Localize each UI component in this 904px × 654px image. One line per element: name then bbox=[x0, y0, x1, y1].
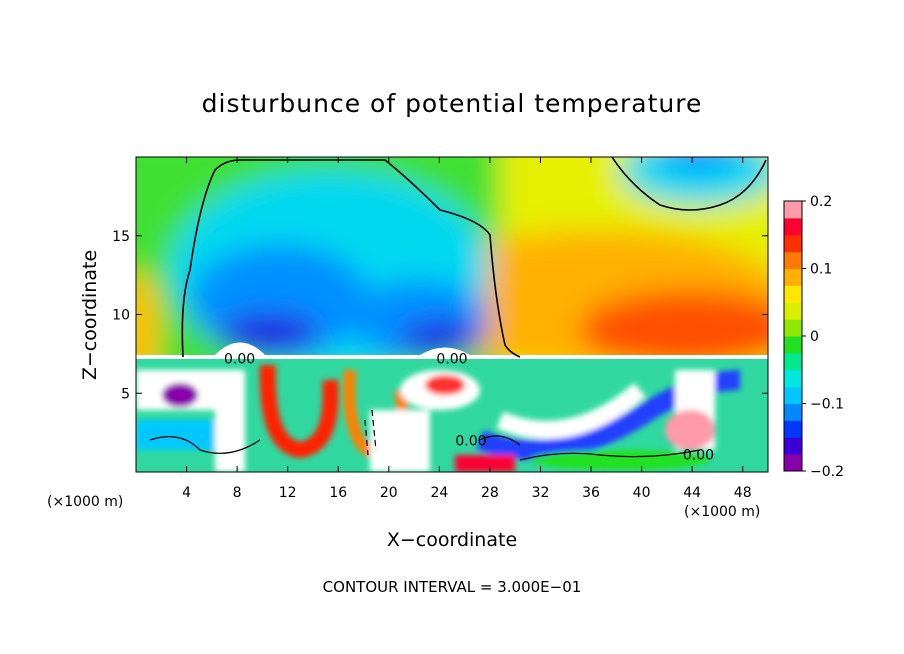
colorbar-swatch bbox=[784, 201, 802, 219]
x-unit-right: (×1000 m) bbox=[684, 504, 760, 520]
zero-contour-upper-left bbox=[181, 159, 521, 358]
x-tick-label: 28 bbox=[481, 485, 499, 501]
field-cool-top-right bbox=[620, 157, 768, 205]
colorbar-tick-label: 0 bbox=[810, 329, 819, 345]
colorbar-swatch bbox=[784, 420, 802, 438]
y-tick-label: 10 bbox=[112, 308, 130, 324]
x-tick-label: 40 bbox=[633, 485, 651, 501]
colorbar bbox=[784, 201, 802, 472]
field-blue-left bbox=[136, 420, 216, 450]
y-axis-label: Z−coordinate bbox=[79, 250, 101, 380]
x-tick-label: 8 bbox=[233, 485, 242, 501]
colorbar-swatch bbox=[784, 386, 802, 404]
contour-label: 0.00 bbox=[683, 448, 714, 464]
zero-contour-lower-a bbox=[149, 436, 261, 454]
y-tick-label: 5 bbox=[121, 386, 130, 402]
field-hot-right bbox=[580, 290, 768, 359]
zero-contour-lower-b bbox=[519, 449, 701, 461]
x-tick-label: 16 bbox=[329, 485, 347, 501]
temperature-field bbox=[136, 157, 768, 472]
colorbar-swatch bbox=[784, 454, 802, 472]
field-white-arc bbox=[496, 383, 646, 439]
chart-title: disturbunce of potential temperature bbox=[202, 89, 703, 118]
field-red-u-1 bbox=[259, 364, 339, 459]
field-white-col-1 bbox=[215, 370, 245, 472]
interface-ridge-mid bbox=[420, 347, 470, 355]
x-tick-label: 4 bbox=[182, 485, 191, 501]
colorbar-swatch bbox=[784, 251, 802, 269]
colorbar-swatch bbox=[784, 217, 802, 236]
x-tick-label: 48 bbox=[734, 485, 752, 501]
x-unit-left: (×1000 m) bbox=[47, 494, 123, 510]
field-deep-plume-b bbox=[400, 320, 480, 356]
x-tick-label: 44 bbox=[683, 485, 701, 501]
field-purple-blob bbox=[162, 383, 198, 407]
contour-label: 0.00 bbox=[455, 434, 486, 450]
colorbar-tick-label: −0.2 bbox=[810, 464, 844, 480]
contour-label: 0.00 bbox=[224, 352, 255, 368]
zero-contour-lower-c bbox=[479, 435, 521, 446]
x-tick-label: 12 bbox=[279, 485, 297, 501]
field-cold-top-right bbox=[660, 157, 740, 173]
field-warm-left bbox=[136, 270, 160, 359]
x-tick-label: 32 bbox=[532, 485, 550, 501]
colorbar-swatch bbox=[784, 285, 802, 303]
colorbar-swatch bbox=[784, 234, 802, 253]
field-pink-blob bbox=[665, 410, 715, 450]
y-axis: 5 10 15 bbox=[112, 229, 768, 402]
field-red-col bbox=[455, 455, 515, 472]
colorbar-tick-label: 0.2 bbox=[810, 194, 832, 210]
colorbar-ticks: 0.2 0.1 0 −0.1 −0.2 bbox=[802, 194, 844, 480]
colorbar-swatch bbox=[784, 336, 802, 354]
colorbar-swatch bbox=[784, 319, 802, 337]
colorbar-swatch bbox=[784, 437, 802, 455]
contour-labels: 0.00 0.00 0.00 0.00 bbox=[224, 352, 714, 464]
x-tick-label: 20 bbox=[380, 485, 398, 501]
colorbar-swatch bbox=[784, 268, 802, 286]
x-axis: 4 8 12 16 20 24 28 32 36 40 44 48 bbox=[182, 157, 752, 501]
colorbar-swatch bbox=[784, 302, 802, 320]
interface-band bbox=[136, 355, 768, 359]
field-red-blob-1 bbox=[425, 375, 465, 395]
zero-contour-top-right bbox=[611, 157, 767, 211]
y-tick-label: 15 bbox=[112, 229, 130, 245]
colorbar-tick-label: 0.1 bbox=[810, 262, 832, 278]
field-white-col-2 bbox=[370, 410, 430, 472]
colorbar-swatch bbox=[784, 352, 802, 371]
interface-ridge-left bbox=[215, 342, 265, 355]
x-axis-label: X−coordinate bbox=[387, 529, 517, 551]
colorbar-tick-label: −0.1 bbox=[810, 397, 844, 413]
colorbar-swatch bbox=[784, 369, 802, 388]
contour-label: 0.00 bbox=[436, 352, 467, 368]
colorbar-swatch bbox=[784, 403, 802, 421]
contour-interval-note: CONTOUR INTERVAL = 3.000E−01 bbox=[323, 578, 582, 596]
dashed-contour-lower bbox=[364, 409, 377, 456]
x-tick-label: 24 bbox=[430, 485, 448, 501]
x-tick-label: 36 bbox=[582, 485, 600, 501]
